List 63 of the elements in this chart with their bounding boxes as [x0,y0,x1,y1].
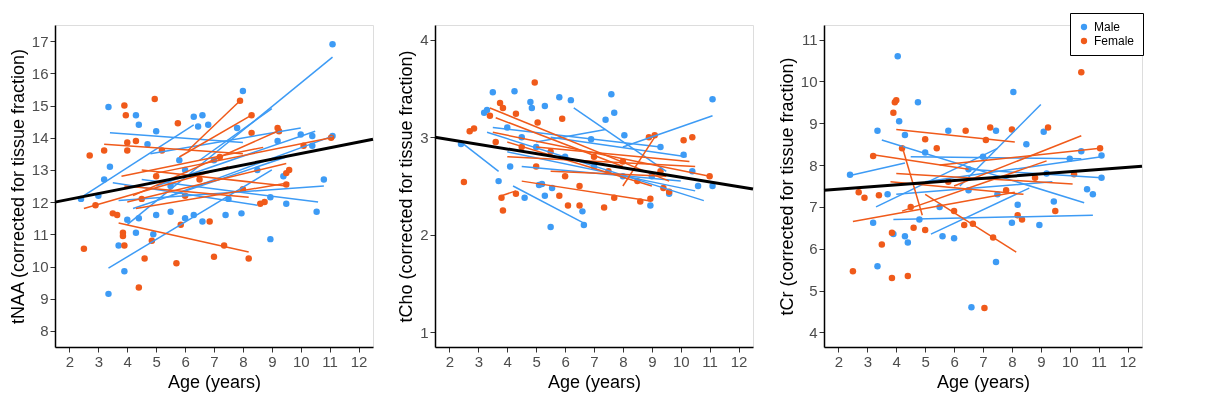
y-tick-label: 9 [40,290,49,308]
x-tick-label: 2 [65,352,75,370]
x-tick-label: 5 [532,352,541,370]
x-tick-label: 7 [210,352,219,370]
y-tick-label: 9 [809,114,818,132]
y-tick-label: 8 [40,322,49,340]
y-tick-label: 6 [809,240,818,258]
x-tick-label: 4 [123,352,132,370]
y-tick-label: 10 [31,258,49,275]
x-tick-label: 6 [561,352,570,370]
y-tick-label: 11 [32,225,49,243]
x-tick-label: 11 [702,352,718,370]
y-tick-label: 4 [809,323,818,341]
x-tick-label: 12 [730,352,748,370]
y-tick-label: 13 [31,161,49,179]
x-tick-label: 10 [672,352,690,370]
y-tick-label: 10 [800,72,818,90]
y-tick-label: 8 [809,156,818,174]
x-tick-label: 9 [268,352,277,370]
y-tick-label: 12 [31,193,49,211]
x-tick-label: 9 [1037,352,1046,370]
x-tick-label: 8 [1008,352,1017,370]
legend-label: Female [1094,34,1135,48]
x-tick-label: 3 [474,352,484,370]
x-tick-label: 7 [590,352,599,370]
x-tick-label: 10 [1061,352,1079,370]
x-tick-label: 12 [1119,352,1137,370]
x-tick-label: 3 [863,352,873,370]
y-axis-title: tCr (corrected for tissue fraction) [776,57,797,316]
y-tick-label: 17 [31,32,49,50]
x-tick-label: 7 [979,352,988,370]
y-tick-label: 5 [809,282,818,300]
x-tick-label: 2 [834,352,844,370]
y-tick-label: 14 [31,129,49,147]
x-tick-label: 9 [648,352,657,370]
x-tick-label: 5 [152,352,161,370]
y-tick-label: 15 [31,97,49,114]
y-tick-label: 1 [420,323,429,341]
y-axis-title: tCho (corrected for tissue fraction) [396,50,417,323]
x-tick-label: 8 [619,352,628,370]
x-tick-label: 11 [1091,352,1107,370]
x-tick-label: 4 [892,352,901,370]
y-tick-label: 16 [31,64,49,82]
y-tick-label: 11 [801,31,818,49]
legend-label: Male [1094,20,1121,34]
x-tick-label: 2 [445,352,455,370]
x-tick-label: 4 [503,352,512,370]
x-tick-label: 8 [239,352,248,370]
x-tick-label: 12 [350,352,368,370]
x-axis-title: Age (years) [167,371,262,392]
x-tick-label: 10 [292,352,310,370]
x-tick-label: 6 [181,352,190,370]
y-tick-label: 3 [420,128,429,146]
x-axis-title: Age (years) [936,371,1031,392]
x-tick-label: 11 [322,352,338,370]
y-axis-title: tNAA (corrected for tissue fraction) [7,48,28,325]
x-tick-label: 5 [921,352,930,370]
y-tick-label: 2 [420,226,429,244]
x-axis-title: Age (years) [547,371,642,392]
x-tick-label: 6 [950,352,959,370]
x-tick-label: 3 [94,352,104,370]
y-tick-label: 7 [809,198,818,216]
y-tick-label: 4 [420,31,429,49]
